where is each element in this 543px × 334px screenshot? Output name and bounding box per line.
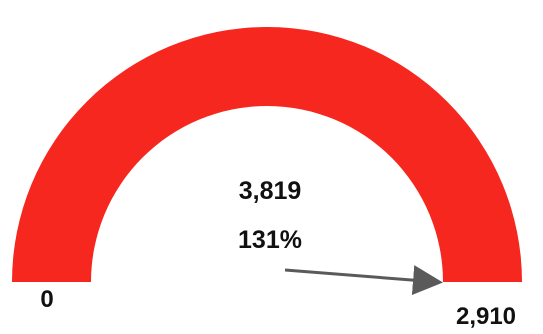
gauge-band <box>12 27 522 282</box>
gauge-pointer <box>284 265 443 296</box>
gauge-percent-label: 131% <box>238 226 302 254</box>
gauge-max-label: 2,910 <box>456 303 516 329</box>
gauge-value-label: 3,819 <box>239 177 302 205</box>
gauge-min-label: 0 <box>40 286 53 313</box>
